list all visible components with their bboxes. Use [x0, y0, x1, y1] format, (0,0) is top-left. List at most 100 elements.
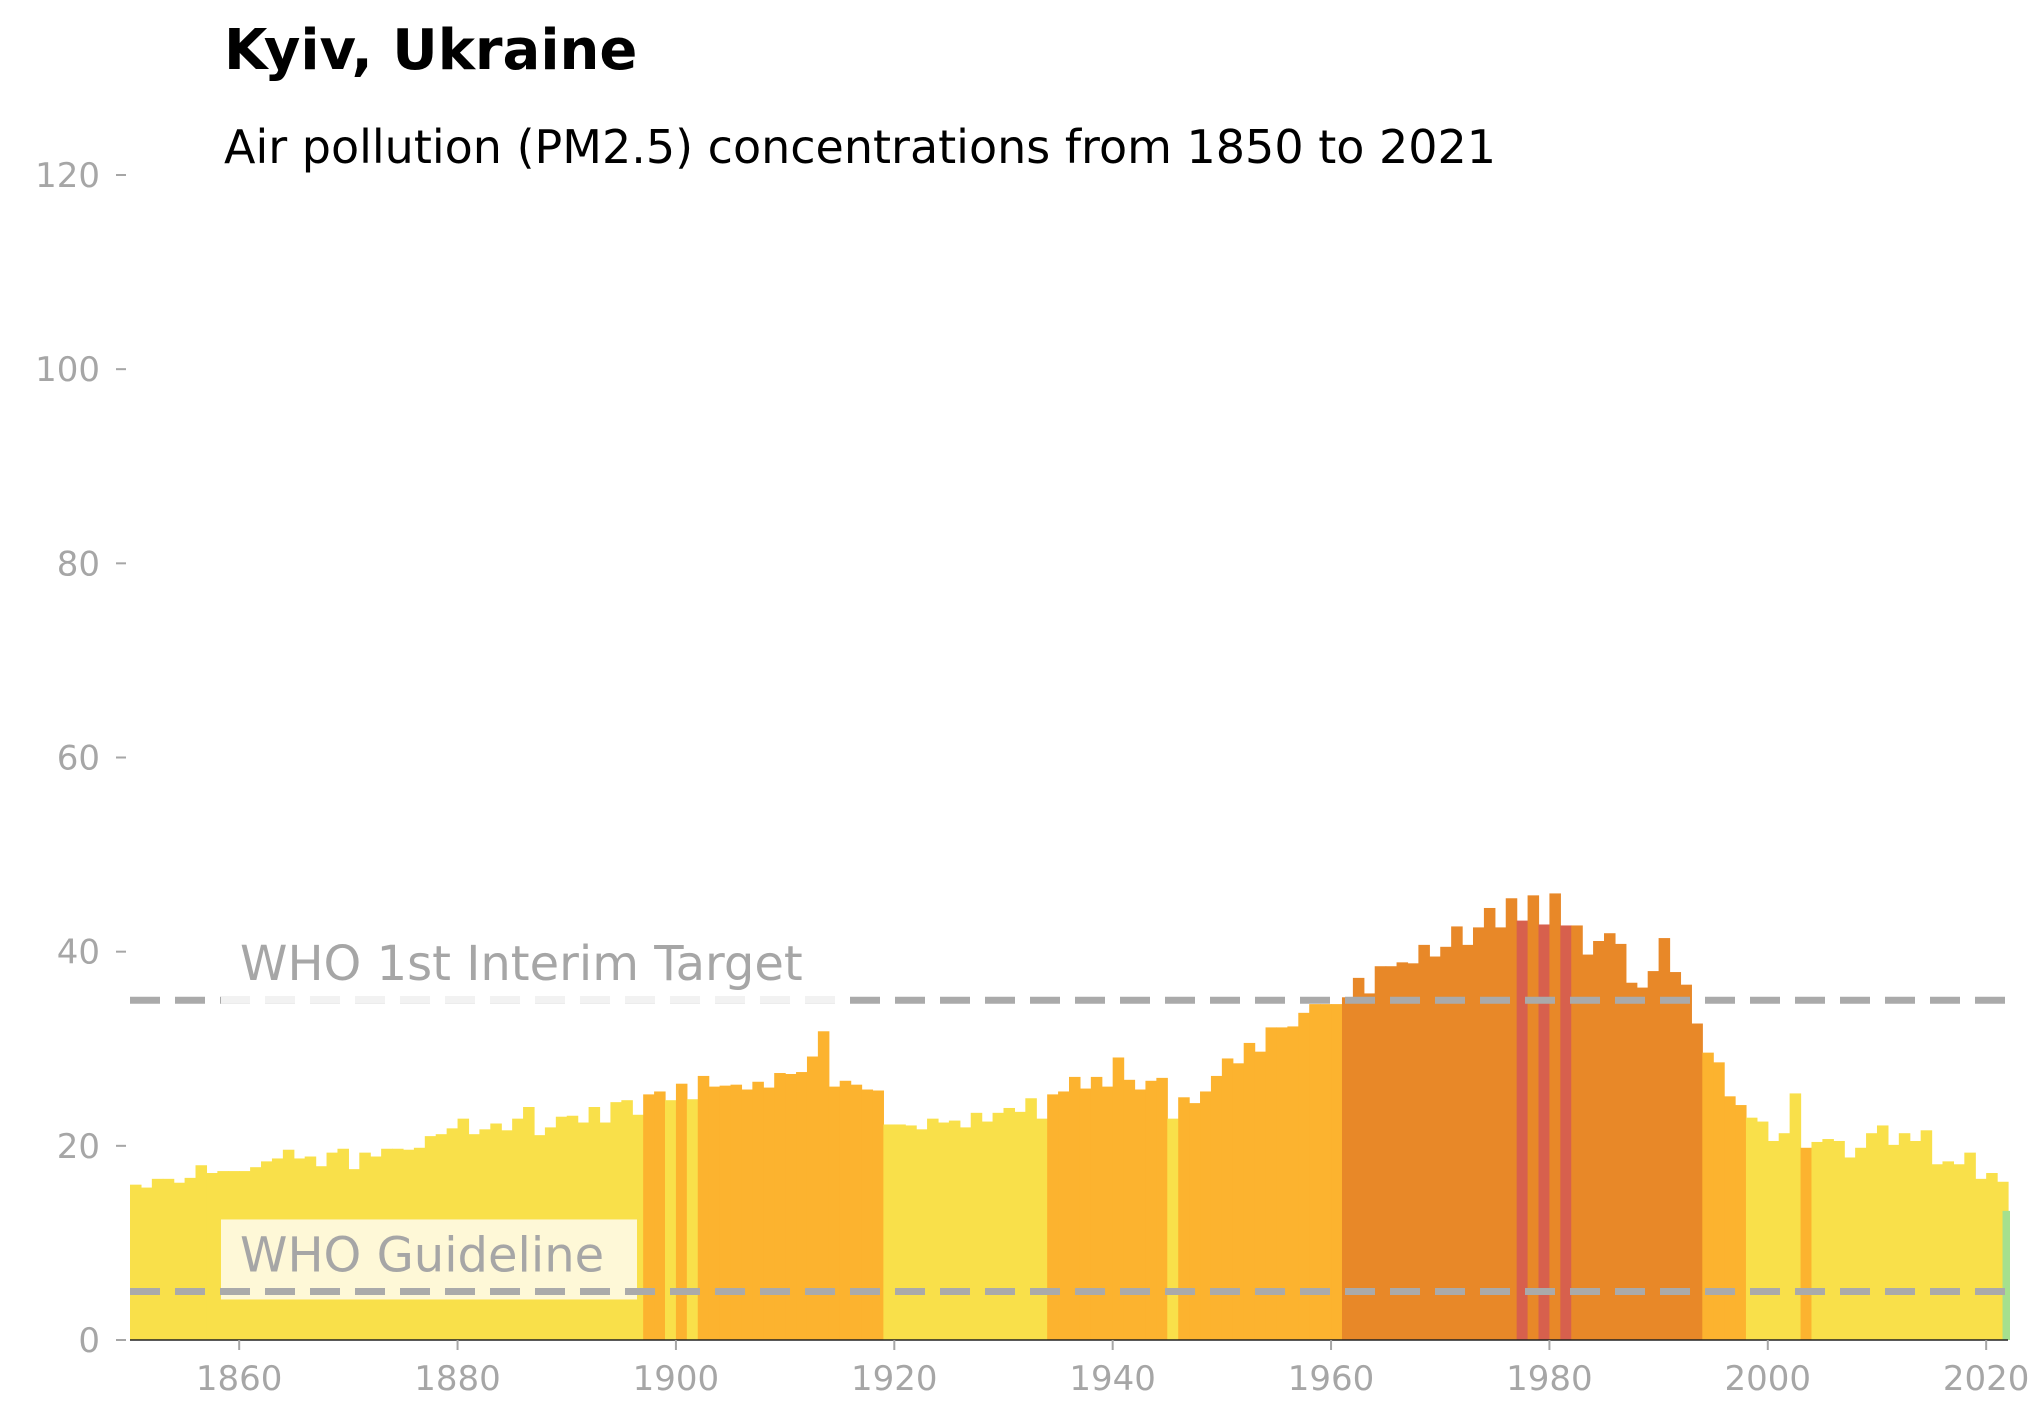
bar-2000 [1767, 1140, 1780, 1340]
bar-1966 [1396, 962, 1409, 1340]
bar-1911 [796, 1072, 808, 1340]
bar-1941 [1123, 1079, 1136, 1340]
bar-1931 [1014, 1111, 1026, 1340]
bar-1936 [1069, 1076, 1081, 1340]
bar-1971 [1451, 926, 1463, 1340]
bar-last [2002, 1210, 2010, 1340]
bar-1992 [1680, 984, 1692, 1340]
bar-2009 [1866, 1133, 1878, 1340]
bar-1929 [992, 1112, 1005, 1340]
bar-1986 [1614, 943, 1627, 1340]
bar-2015 [1931, 1164, 1944, 1340]
bar-2010 [1876, 1125, 1889, 1340]
bar-1940 [1112, 1057, 1125, 1340]
bar-1947 [1189, 1103, 1201, 1340]
bar-1913 [817, 1031, 830, 1340]
chart-title: Kyiv, Ukraine [224, 18, 638, 83]
bar-1925 [948, 1120, 961, 1340]
bar-2004 [1811, 1141, 1823, 1340]
bar-1972 [1462, 944, 1474, 1340]
bar-1854 [173, 1182, 186, 1340]
bar-1949 [1210, 1075, 1223, 1340]
bar-1918 [872, 1090, 884, 1340]
bar-1899 [665, 1100, 677, 1340]
bar-1997 [1735, 1105, 1747, 1340]
bar-1987 [1625, 982, 1638, 1340]
bar-1856 [195, 1165, 208, 1340]
bar-1898 [654, 1091, 666, 1340]
bar-1998 [1745, 1117, 1758, 1340]
bar-1939 [1101, 1086, 1114, 1340]
y-tick-label-20: 20 [57, 1127, 100, 1167]
y-tick-label-120: 120 [35, 156, 100, 196]
bar-1908 [763, 1087, 775, 1340]
bar-1975 [1494, 927, 1507, 1340]
bar-1958 [1309, 1004, 1321, 1340]
reference-lines-layer: WHO 1st Interim Target WHO Guideline [130, 936, 2008, 1300]
bar-1970 [1440, 946, 1452, 1340]
bar-1915 [839, 1080, 852, 1340]
y-tick-label-0: 0 [78, 1321, 100, 1361]
bar-1989 [1647, 971, 1660, 1340]
bar-1968 [1418, 944, 1430, 1340]
bar-1967 [1407, 963, 1419, 1340]
who-guideline-label: WHO Guideline [240, 1227, 604, 1283]
x-tick-label-1960: 1960 [1288, 1359, 1375, 1399]
bar-1857 [206, 1173, 218, 1340]
bar-1903 [708, 1086, 721, 1340]
bar-1965 [1385, 966, 1398, 1340]
bar-1985 [1604, 933, 1616, 1340]
x-tick-label-1860: 1860 [196, 1359, 283, 1399]
bar-1942 [1134, 1089, 1147, 1340]
bar-1950 [1221, 1058, 1234, 1340]
bar-1944 [1156, 1077, 1168, 1340]
bar-1995 [1713, 1062, 1725, 1340]
bar-1951 [1232, 1063, 1245, 1340]
y-tick-label-40: 40 [57, 933, 100, 973]
bar-1923 [927, 1118, 939, 1340]
bar-1914 [828, 1086, 841, 1340]
bar-1969 [1429, 956, 1441, 1340]
bar-2016 [1942, 1161, 1955, 1340]
bar-1904 [719, 1085, 732, 1340]
bar-2006 [1833, 1140, 1845, 1340]
bar-1900 [675, 1083, 688, 1340]
bar-1991 [1669, 972, 1682, 1340]
bar-2017 [1953, 1164, 1965, 1340]
bar-1910 [785, 1073, 797, 1340]
y-tick-label-100: 100 [35, 350, 100, 390]
bar-1943 [1145, 1080, 1157, 1340]
bar-2003 [1800, 1147, 1813, 1340]
x-tick-label-2000: 2000 [1725, 1359, 1812, 1399]
x-tick-label-1980: 1980 [1506, 1359, 1593, 1399]
bar-1850 [130, 1184, 142, 1340]
bar-1907 [752, 1081, 764, 1340]
bar-1979 [1538, 924, 1551, 1340]
bar-1905 [730, 1084, 743, 1340]
bar-1920 [894, 1124, 906, 1340]
bar-1983 [1582, 954, 1594, 1340]
bar-2001 [1778, 1133, 1791, 1340]
bar-1937 [1079, 1088, 1092, 1340]
bar-2012 [1898, 1133, 1911, 1340]
bar-1974 [1483, 907, 1496, 1340]
bar-1906 [741, 1089, 753, 1340]
bar-1977 [1516, 920, 1529, 1340]
bar-1852 [151, 1178, 164, 1340]
chart-subtitle: Air pollution (PM2.5) concentrations fro… [224, 120, 1497, 174]
bar-1955 [1276, 1027, 1288, 1340]
bar-2007 [1844, 1157, 1856, 1340]
bar-1928 [981, 1121, 994, 1340]
x-tick-label-2020: 2020 [1943, 1359, 2030, 1399]
bar-1993 [1691, 1023, 1703, 1340]
bar-1999 [1756, 1121, 1769, 1340]
bar-1853 [162, 1178, 175, 1340]
x-tick-label-1940: 1940 [1069, 1359, 1156, 1399]
x-tick-label-1880: 1880 [414, 1359, 501, 1399]
y-tick-label-80: 80 [57, 544, 100, 584]
bar-1855 [184, 1177, 197, 1340]
bar-1962 [1352, 977, 1365, 1340]
bar-1919 [883, 1124, 895, 1340]
bar-2002 [1789, 1093, 1802, 1340]
